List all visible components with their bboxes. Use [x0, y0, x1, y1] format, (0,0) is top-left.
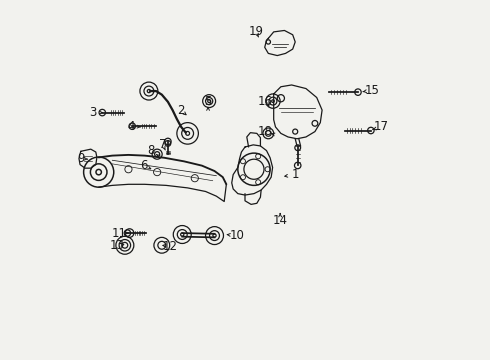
Text: 15: 15: [365, 84, 380, 97]
Text: 19: 19: [248, 25, 263, 38]
Text: 4: 4: [127, 120, 135, 133]
Text: 2: 2: [177, 104, 184, 117]
Text: 3: 3: [89, 106, 96, 119]
Text: 14: 14: [272, 214, 288, 227]
Text: 11: 11: [111, 226, 126, 239]
Text: 1: 1: [292, 168, 299, 181]
Text: 5: 5: [204, 95, 212, 108]
Text: 7: 7: [159, 138, 166, 150]
Text: 18: 18: [257, 125, 272, 138]
Text: 13: 13: [109, 239, 124, 252]
Text: 17: 17: [374, 121, 389, 134]
Text: 8: 8: [147, 144, 155, 157]
Text: 16: 16: [257, 95, 272, 108]
Text: 6: 6: [140, 159, 147, 172]
Text: 9: 9: [77, 152, 84, 165]
Text: 12: 12: [163, 240, 178, 253]
Text: 10: 10: [229, 229, 244, 242]
